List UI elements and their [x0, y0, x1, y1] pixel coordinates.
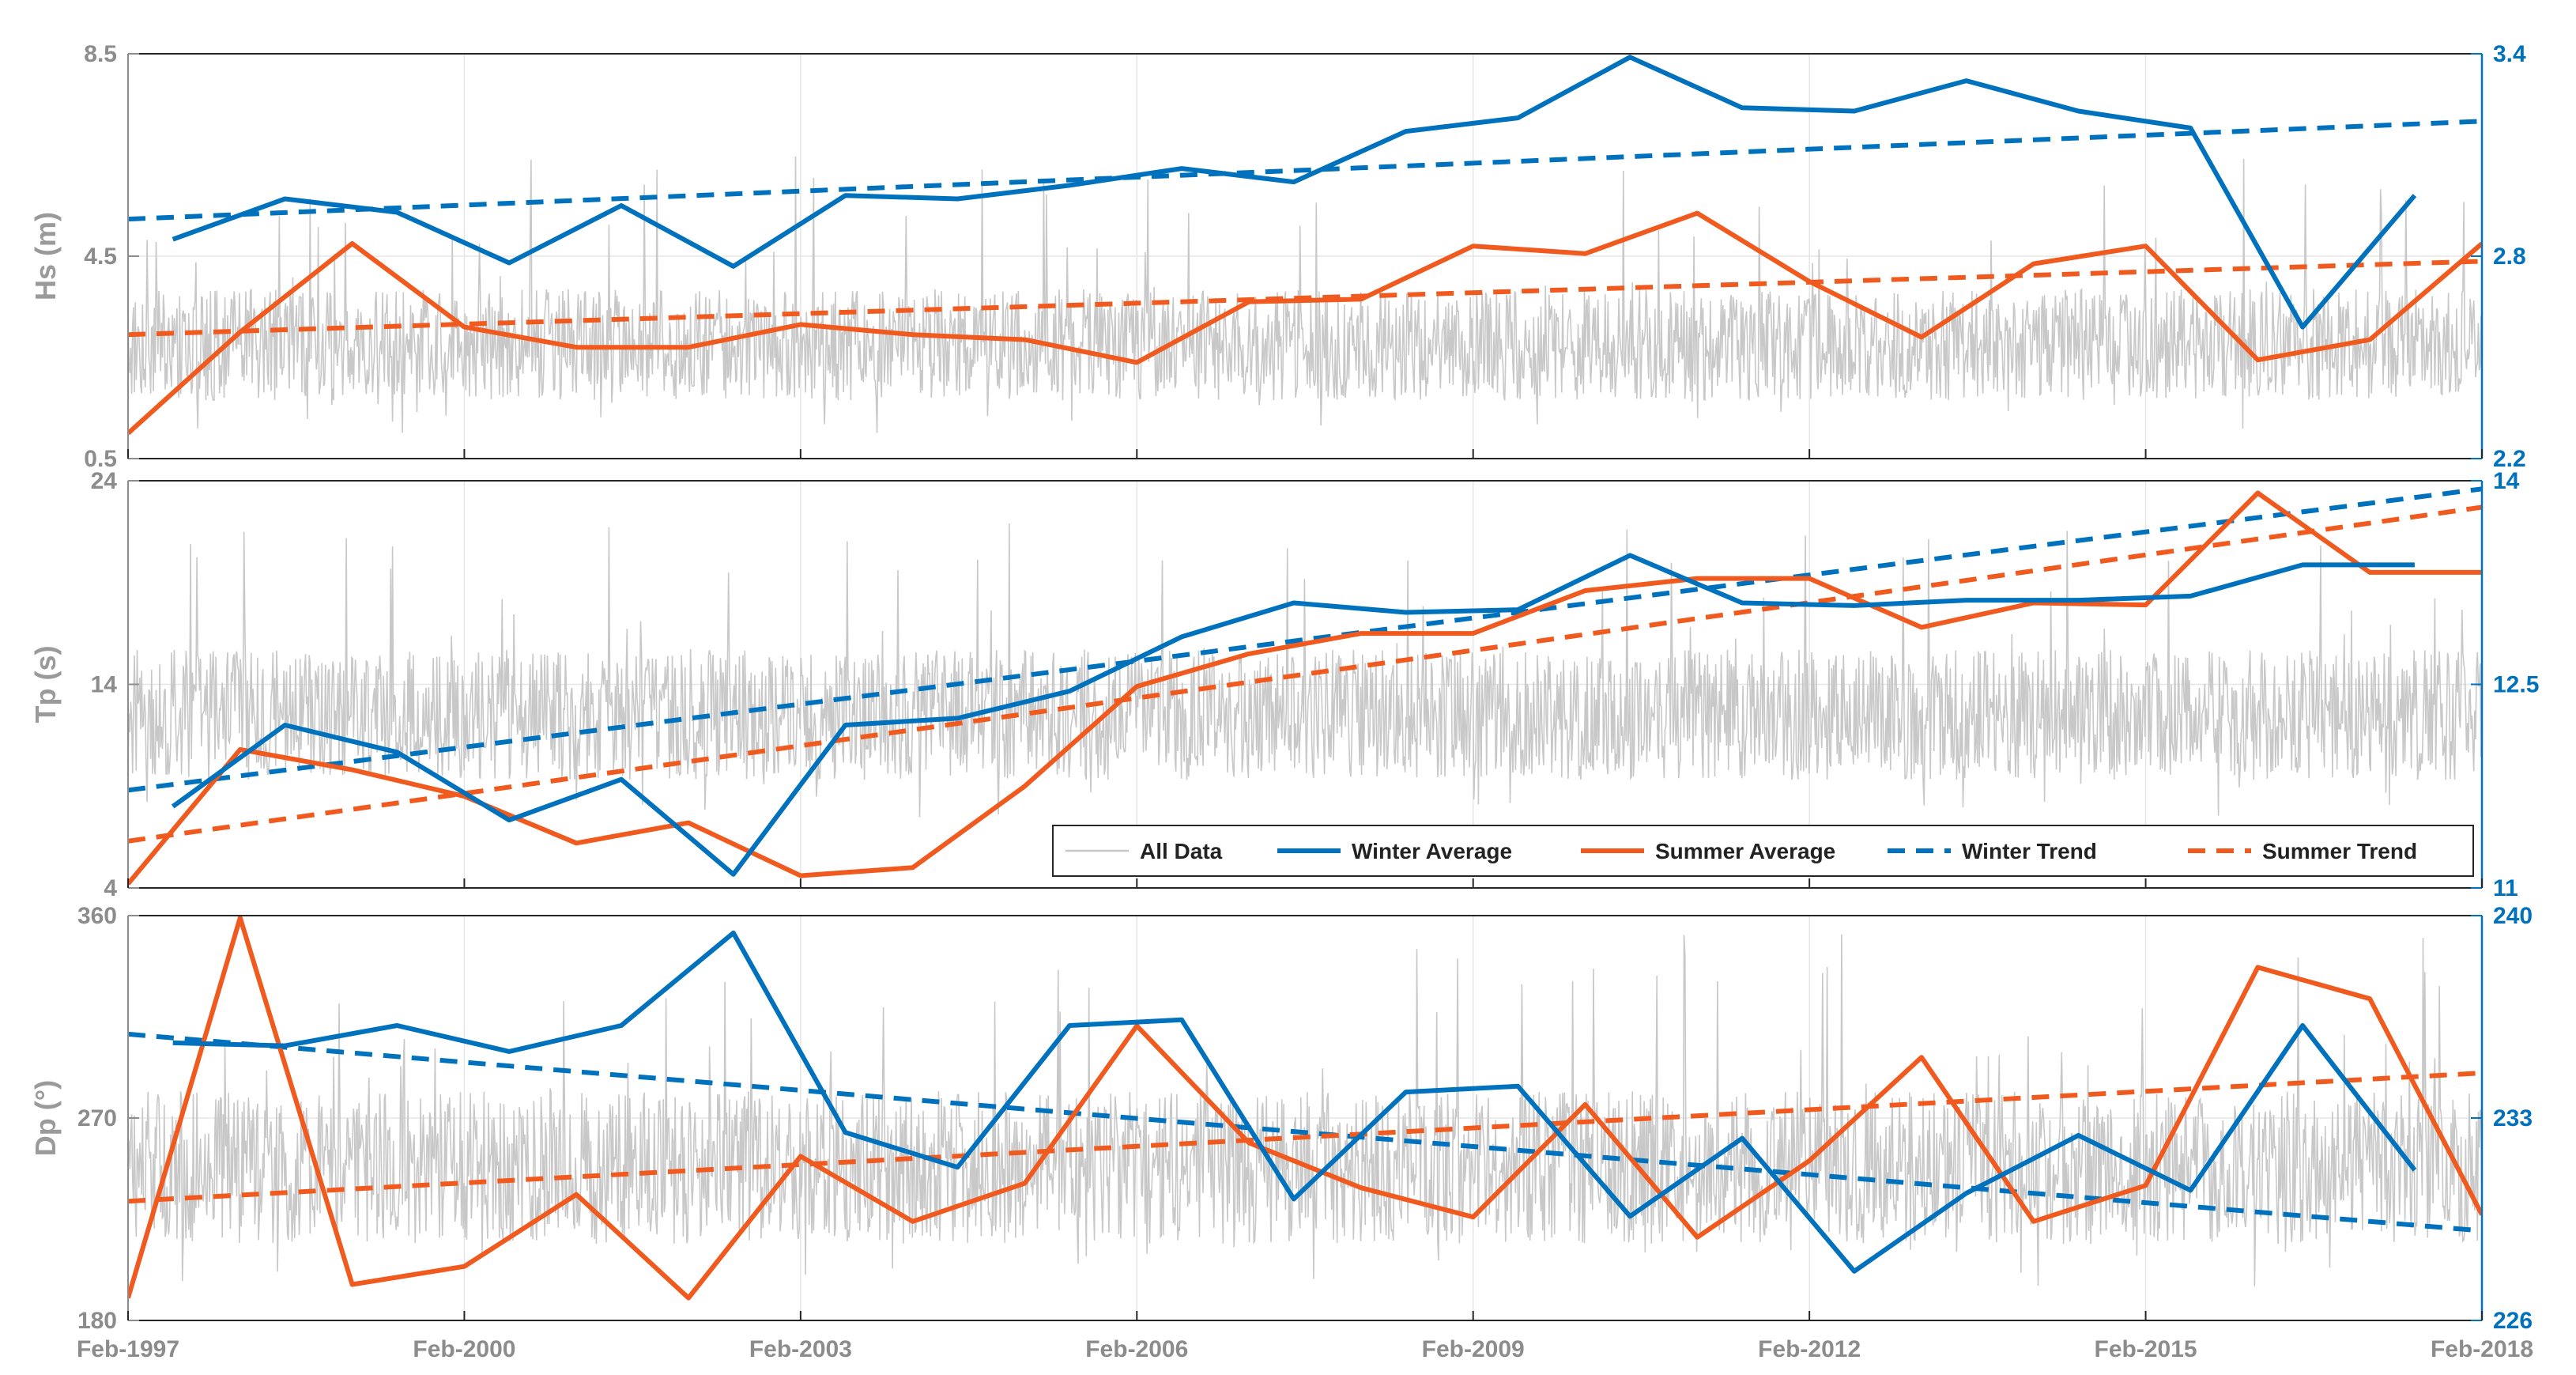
x-tick-label: Feb-2012 [1758, 1336, 1861, 1362]
winter-average-line-hs [172, 55, 2417, 330]
x-tick-label: Feb-2006 [1085, 1336, 1188, 1362]
x-tick-label: Feb-2000 [413, 1336, 515, 1362]
legend-label-0: All Data [1140, 839, 1223, 863]
x-tick-label: Feb-2003 [749, 1336, 852, 1362]
x-tick-label: Feb-2018 [2431, 1336, 2533, 1362]
summer-average-line-tp [128, 490, 2482, 886]
all-data-line-hs [128, 156, 2482, 433]
right-tick-label: 2.8 [2493, 244, 2526, 270]
y-axis-title-tp: Tp (s) [29, 646, 62, 723]
legend-label-1: Winter Average [1352, 839, 1512, 863]
left-tick-label: 4 [104, 875, 117, 901]
left-tick-label: 14 [91, 672, 118, 698]
panel-tp: 4 14 24 11 12.5 14 Tp (s) [29, 468, 2539, 901]
right-tick-label: 14 [2493, 468, 2520, 494]
left-tick-label: 0.5 [84, 446, 117, 472]
left-tick-label: 360 [77, 903, 117, 929]
legend-label-2: Summer Average [1655, 839, 1835, 863]
right-tick-label: 2.2 [2493, 446, 2526, 472]
left-tick-label: 8.5 [84, 41, 117, 67]
right-tick-label: 12.5 [2493, 672, 2539, 698]
legend-label-3: Winter Trend [1962, 839, 2097, 863]
summer-trend-line-dp [128, 1071, 2482, 1204]
x-tick-label: Feb-1997 [77, 1336, 179, 1362]
summer-trend-line-hs [128, 259, 2482, 338]
winter-average-line-tp [171, 553, 2415, 877]
x-tick-label: Feb-2015 [2095, 1336, 2197, 1362]
all-data-line-tp [128, 523, 2482, 818]
right-tick-label: 226 [2493, 1308, 2533, 1334]
left-tick-label: 180 [77, 1308, 117, 1334]
winter-average-line-dp [172, 930, 2417, 1274]
y-axis-title-dp: Dp (°) [29, 1080, 62, 1156]
left-tick-label: 4.5 [84, 244, 117, 270]
panel-hs: 0.5 4.5 8.5 2.2 2.8 3.4 Hs (m) [29, 41, 2526, 472]
right-tick-label: 233 [2493, 1105, 2533, 1131]
y-axis-title-hs: Hs (m) [29, 212, 62, 300]
summer-average-line-dp [128, 916, 2482, 1301]
right-tick-label: 3.4 [2493, 41, 2526, 67]
left-tick-label: 24 [91, 468, 118, 494]
right-tick-label: 11 [2493, 875, 2518, 901]
winter-trend-line-hs [128, 119, 2482, 222]
winter-trend-line-tp [128, 486, 2482, 793]
x-tick-label: Feb-2009 [1422, 1336, 1525, 1362]
panel-dp: 180 270 360 226 233 240 Dp (°) [29, 903, 2533, 1334]
winter-trend-line-dp [128, 1031, 2482, 1233]
left-tick-label: 270 [77, 1105, 117, 1131]
summer-average-line-hs [128, 210, 2482, 436]
right-tick-label: 240 [2493, 903, 2533, 929]
legend-label-4: Summer Trend [2262, 839, 2417, 863]
